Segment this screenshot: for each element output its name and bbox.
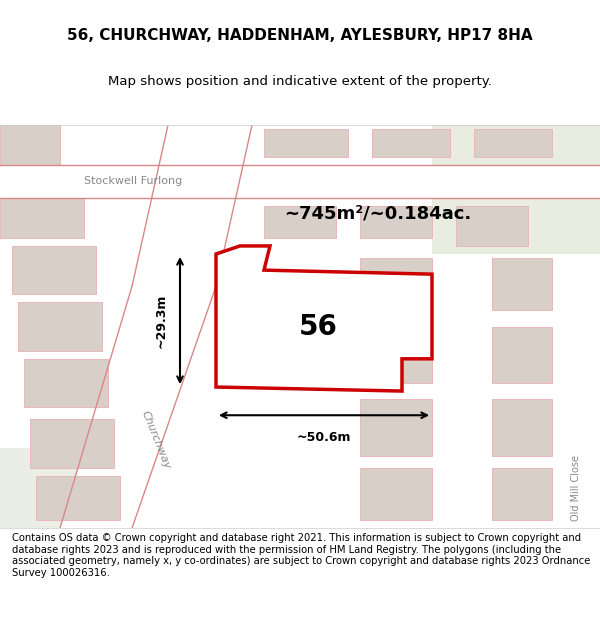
Polygon shape — [216, 246, 432, 391]
Polygon shape — [264, 129, 348, 158]
Text: Old Mill Close: Old Mill Close — [571, 455, 581, 521]
Text: ~50.6m: ~50.6m — [297, 431, 351, 444]
Polygon shape — [492, 399, 552, 456]
Polygon shape — [372, 129, 450, 158]
Text: Churchway: Churchway — [140, 409, 172, 470]
Polygon shape — [18, 302, 102, 351]
Text: ~745m²/~0.184ac.: ~745m²/~0.184ac. — [284, 205, 472, 222]
Polygon shape — [474, 129, 552, 158]
Polygon shape — [360, 258, 432, 311]
Polygon shape — [492, 468, 552, 520]
Polygon shape — [0, 165, 600, 198]
Polygon shape — [60, 125, 252, 528]
Polygon shape — [264, 206, 336, 238]
Polygon shape — [24, 359, 108, 408]
Text: Stockwell Furlong: Stockwell Furlong — [84, 176, 182, 186]
Polygon shape — [360, 206, 432, 238]
Polygon shape — [360, 326, 432, 383]
Text: Contains OS data © Crown copyright and database right 2021. This information is : Contains OS data © Crown copyright and d… — [12, 533, 590, 578]
Polygon shape — [432, 125, 600, 254]
Polygon shape — [456, 206, 528, 246]
Polygon shape — [0, 198, 84, 238]
Polygon shape — [12, 246, 96, 294]
Text: Map shows position and indicative extent of the property.: Map shows position and indicative extent… — [108, 75, 492, 88]
Polygon shape — [360, 468, 432, 520]
Polygon shape — [30, 419, 114, 468]
Polygon shape — [0, 448, 108, 528]
Polygon shape — [36, 476, 120, 520]
Text: ~29.3m: ~29.3m — [155, 293, 168, 348]
Text: 56, CHURCHWAY, HADDENHAM, AYLESBURY, HP17 8HA: 56, CHURCHWAY, HADDENHAM, AYLESBURY, HP1… — [67, 28, 533, 43]
Polygon shape — [492, 258, 552, 311]
Text: 56: 56 — [299, 312, 337, 341]
Polygon shape — [360, 399, 432, 456]
Polygon shape — [0, 125, 60, 165]
Polygon shape — [492, 326, 552, 383]
